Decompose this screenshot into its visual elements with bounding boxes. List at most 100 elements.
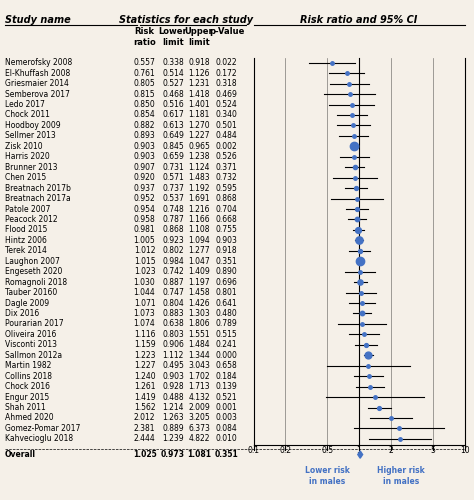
Text: 2.012: 2.012 xyxy=(134,414,155,422)
Text: 0.668: 0.668 xyxy=(216,215,237,224)
Text: Engeseth 2020: Engeseth 2020 xyxy=(5,267,62,276)
Text: 2.009: 2.009 xyxy=(188,403,210,412)
Text: Chock 2011: Chock 2011 xyxy=(5,110,50,120)
Text: 1.030: 1.030 xyxy=(134,278,155,286)
Text: Overall: Overall xyxy=(5,450,36,459)
Text: Chock 2016: Chock 2016 xyxy=(5,382,50,391)
Text: Dix 2016: Dix 2016 xyxy=(5,309,39,318)
Text: 1.025: 1.025 xyxy=(133,450,156,459)
Text: 1: 1 xyxy=(356,446,362,455)
Text: 0.903: 0.903 xyxy=(216,236,237,245)
Text: 0.340: 0.340 xyxy=(216,110,237,120)
Text: 0.557: 0.557 xyxy=(134,58,155,67)
Text: 1.401: 1.401 xyxy=(188,100,210,109)
Text: 1.562: 1.562 xyxy=(134,403,155,412)
Text: 1.159: 1.159 xyxy=(134,340,155,349)
Text: 1.483: 1.483 xyxy=(188,173,210,182)
Text: 0.804: 0.804 xyxy=(162,298,184,308)
Text: 0.351: 0.351 xyxy=(215,450,238,459)
Text: 0.1: 0.1 xyxy=(247,446,260,455)
Text: 0.954: 0.954 xyxy=(134,204,155,214)
Text: Peacock 2012: Peacock 2012 xyxy=(5,215,57,224)
Text: Shah 2011: Shah 2011 xyxy=(5,403,46,412)
Text: 0.984: 0.984 xyxy=(162,257,184,266)
Text: 1.702: 1.702 xyxy=(188,372,210,380)
Text: 5: 5 xyxy=(430,446,435,455)
Text: Oliveira 2016: Oliveira 2016 xyxy=(5,330,56,339)
Text: 0.514: 0.514 xyxy=(162,68,184,78)
Text: 0.903: 0.903 xyxy=(134,142,155,151)
Text: 0.172: 0.172 xyxy=(216,68,237,78)
Text: 4.132: 4.132 xyxy=(188,392,210,402)
Text: 0.595: 0.595 xyxy=(216,184,237,192)
Text: 0.787: 0.787 xyxy=(162,215,184,224)
Text: 1.071: 1.071 xyxy=(134,298,155,308)
Text: 0.742: 0.742 xyxy=(162,267,184,276)
Text: Flood 2015: Flood 2015 xyxy=(5,226,47,234)
Text: 0.747: 0.747 xyxy=(162,288,184,297)
Text: 1.223: 1.223 xyxy=(134,351,155,360)
Text: 0.649: 0.649 xyxy=(162,132,184,140)
Text: 0.732: 0.732 xyxy=(216,173,237,182)
Text: Laughon 2007: Laughon 2007 xyxy=(5,257,60,266)
Text: Upper
limit: Upper limit xyxy=(185,28,213,47)
Text: Chen 2015: Chen 2015 xyxy=(5,173,46,182)
Text: 0.868: 0.868 xyxy=(216,194,237,203)
Text: Nemerofsky 2008: Nemerofsky 2008 xyxy=(5,58,72,67)
Text: 1.691: 1.691 xyxy=(188,194,210,203)
Text: 0.882: 0.882 xyxy=(134,121,155,130)
Text: 0.952: 0.952 xyxy=(134,194,155,203)
Text: 0.704: 0.704 xyxy=(216,204,237,214)
Text: 10: 10 xyxy=(460,446,469,455)
Text: 0.371: 0.371 xyxy=(216,162,237,172)
Text: 0.638: 0.638 xyxy=(162,320,184,328)
Text: 1.238: 1.238 xyxy=(188,152,210,162)
Text: 1.303: 1.303 xyxy=(188,309,210,318)
Text: 0.480: 0.480 xyxy=(216,309,237,318)
Text: 0.469: 0.469 xyxy=(216,90,237,98)
Text: 0.755: 0.755 xyxy=(216,226,237,234)
Text: 1.047: 1.047 xyxy=(188,257,210,266)
Text: 3.043: 3.043 xyxy=(188,361,210,370)
Text: Breatnach 2017b: Breatnach 2017b xyxy=(5,184,71,192)
Text: 0.658: 0.658 xyxy=(216,361,237,370)
Text: 0.903: 0.903 xyxy=(134,152,155,162)
Text: 0.981: 0.981 xyxy=(134,226,155,234)
Text: 0.641: 0.641 xyxy=(216,298,237,308)
Text: 0.2: 0.2 xyxy=(279,446,292,455)
Text: 0.002: 0.002 xyxy=(216,142,237,151)
Text: 0.845: 0.845 xyxy=(162,142,184,151)
Text: 0.906: 0.906 xyxy=(162,340,184,349)
Text: El-Khuffash 2008: El-Khuffash 2008 xyxy=(5,68,70,78)
Text: 0.488: 0.488 xyxy=(162,392,184,402)
Text: 0.889: 0.889 xyxy=(162,424,184,433)
Text: 0.731: 0.731 xyxy=(162,162,184,172)
Text: Visconti 2013: Visconti 2013 xyxy=(5,340,57,349)
Text: 0.084: 0.084 xyxy=(216,424,237,433)
Text: Martin 1982: Martin 1982 xyxy=(5,361,51,370)
Text: 0.761: 0.761 xyxy=(134,68,155,78)
Text: Statistics for each study: Statistics for each study xyxy=(118,15,253,25)
Text: Engur 2015: Engur 2015 xyxy=(5,392,49,402)
Text: 1.261: 1.261 xyxy=(134,382,155,391)
Text: 0.000: 0.000 xyxy=(216,351,237,360)
Text: 0.854: 0.854 xyxy=(134,110,155,120)
Text: 0.789: 0.789 xyxy=(216,320,237,328)
Text: 2.381: 2.381 xyxy=(134,424,155,433)
Text: 1.044: 1.044 xyxy=(134,288,155,297)
Text: 0.617: 0.617 xyxy=(162,110,184,120)
Text: 1.214: 1.214 xyxy=(162,403,184,412)
Text: 0.907: 0.907 xyxy=(134,162,155,172)
Text: 0.965: 0.965 xyxy=(188,142,210,151)
Text: Terek 2014: Terek 2014 xyxy=(5,246,46,256)
Text: Kahvecioglu 2018: Kahvecioglu 2018 xyxy=(5,434,73,444)
Text: 1.112: 1.112 xyxy=(162,351,184,360)
Text: 0.613: 0.613 xyxy=(162,121,184,130)
Text: Griesmaier 2014: Griesmaier 2014 xyxy=(5,79,69,88)
Text: 0.022: 0.022 xyxy=(216,58,237,67)
Text: Sallmon 2012a: Sallmon 2012a xyxy=(5,351,62,360)
Text: 0.515: 0.515 xyxy=(216,330,237,339)
Text: 1.074: 1.074 xyxy=(134,320,155,328)
Text: Ledo 2017: Ledo 2017 xyxy=(5,100,45,109)
Text: Semberova 2017: Semberova 2017 xyxy=(5,90,70,98)
